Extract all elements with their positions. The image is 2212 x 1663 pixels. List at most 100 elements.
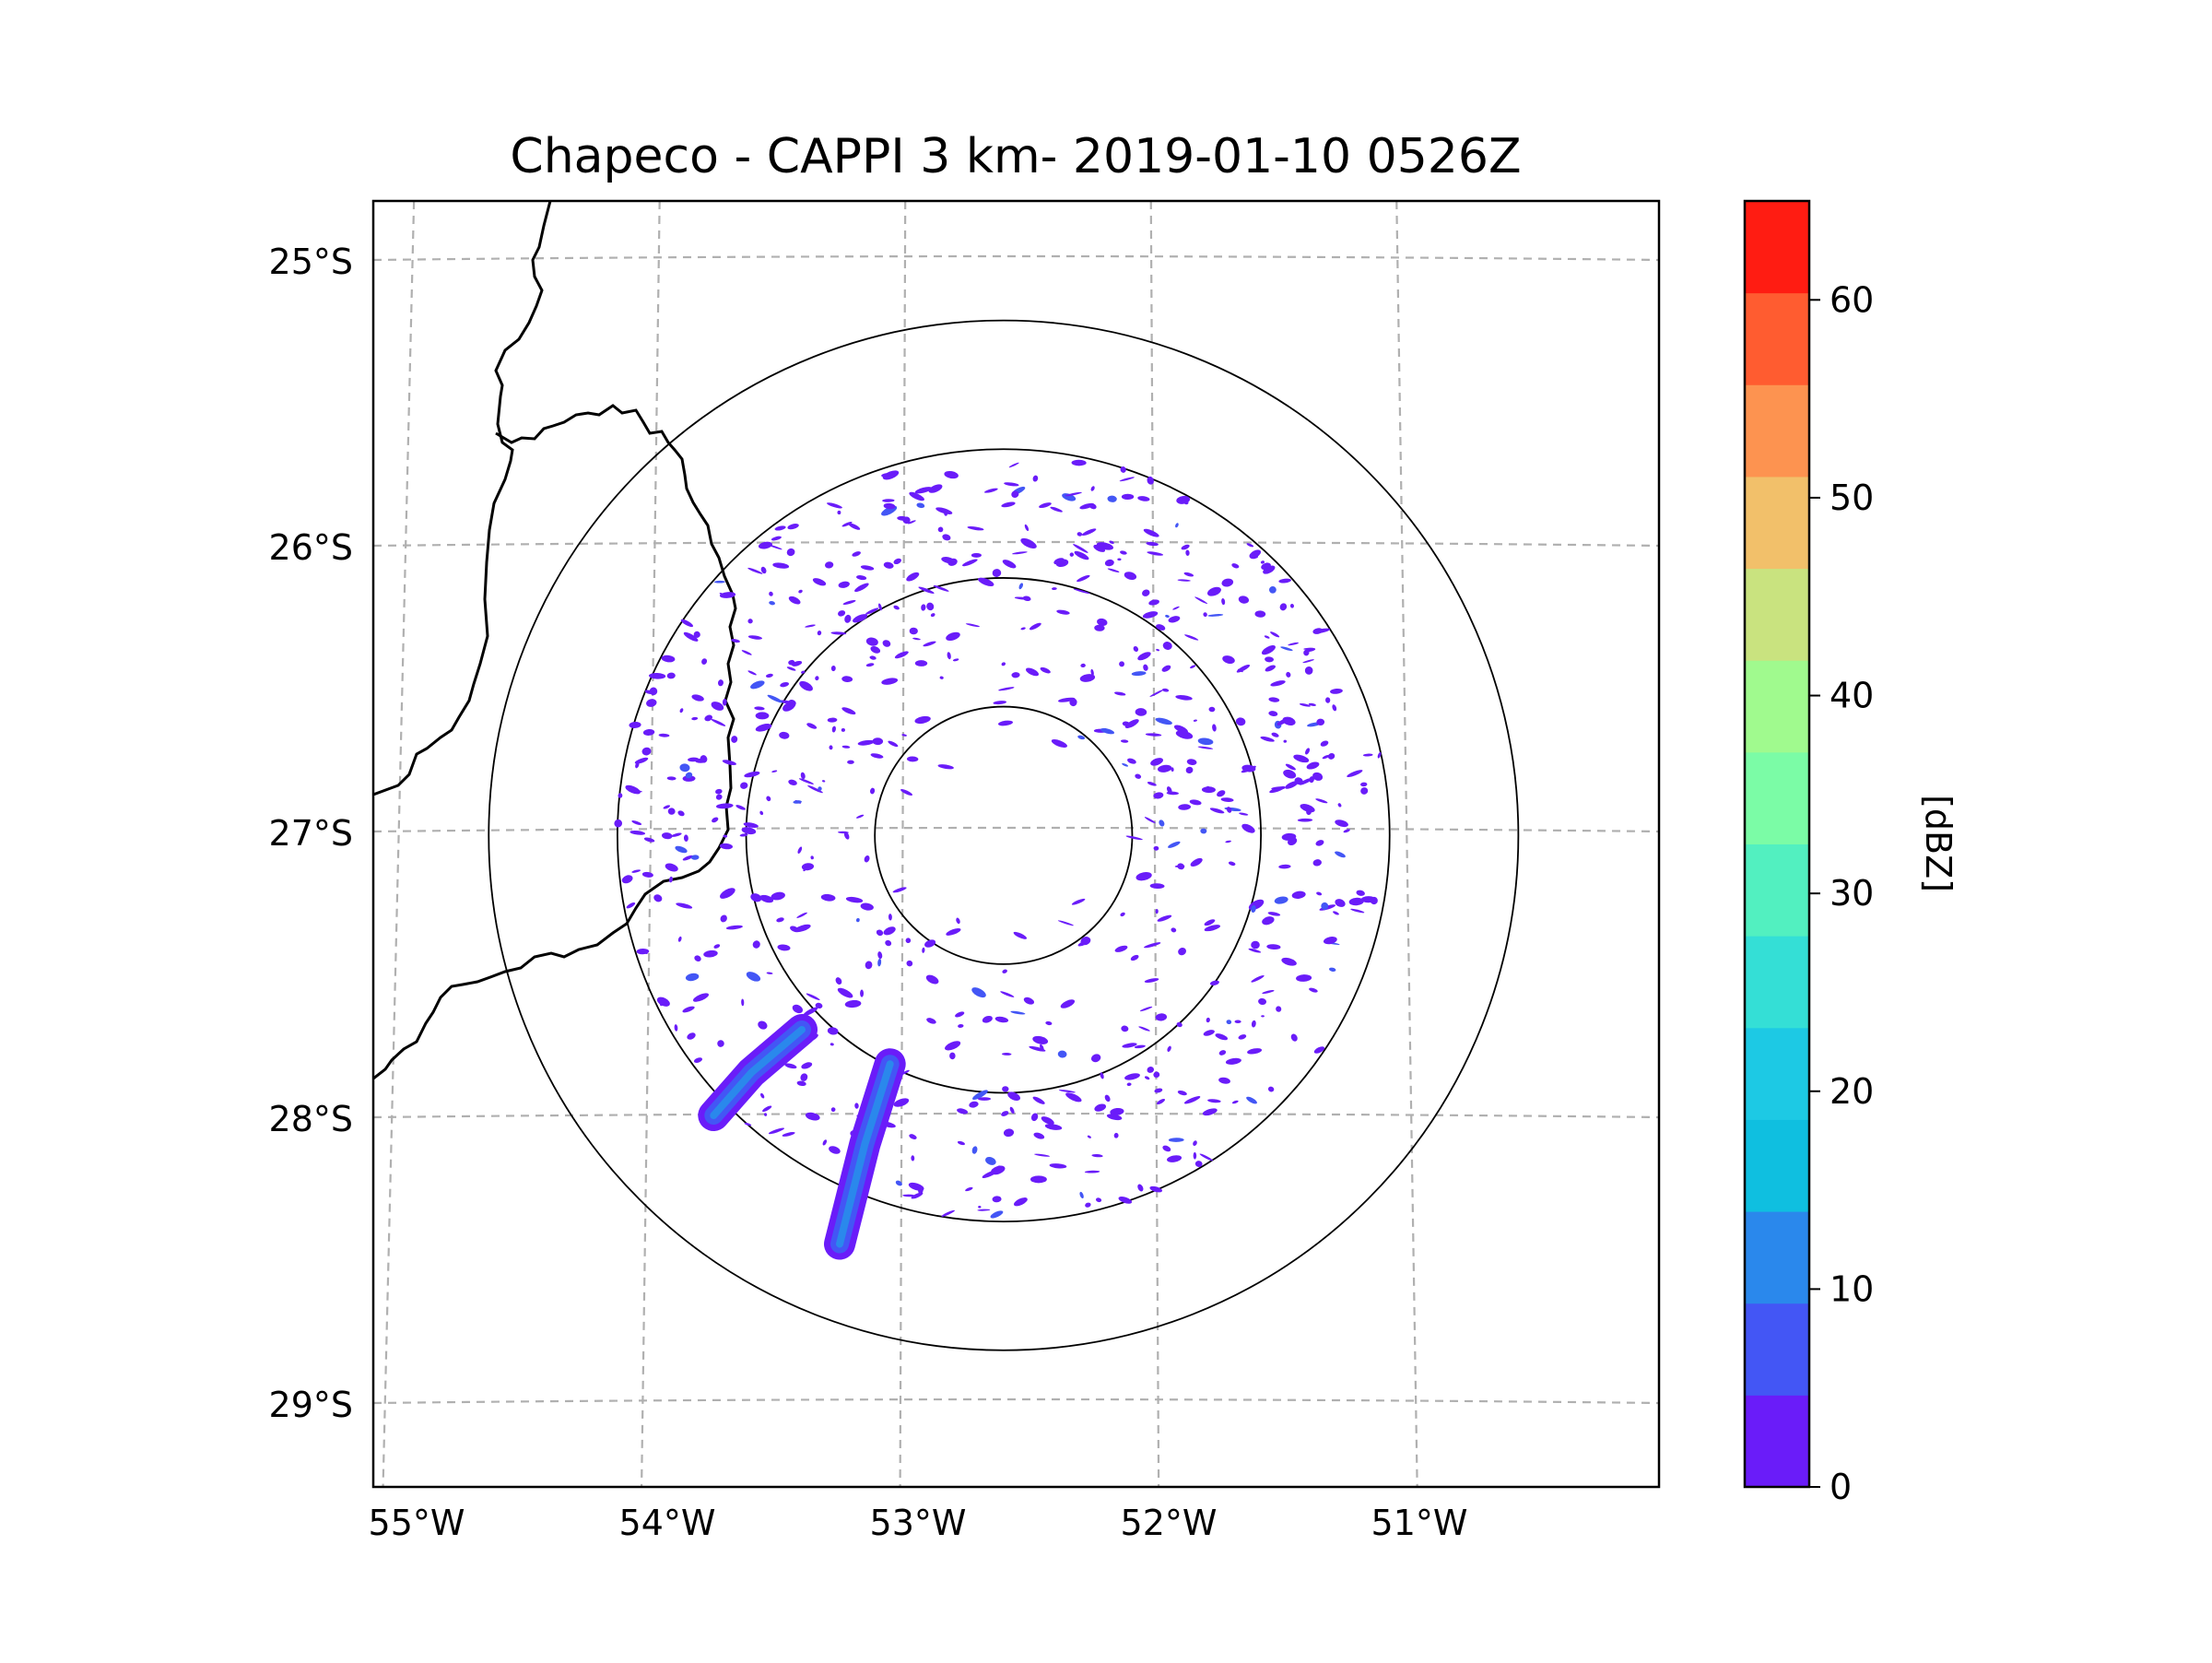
echo-blob <box>865 663 875 667</box>
echo-blob <box>680 619 694 628</box>
lon-gridline <box>899 201 907 1487</box>
echo-blob <box>860 902 874 911</box>
echo-blob <box>1303 649 1310 656</box>
country-border <box>373 201 552 796</box>
echo-blob <box>715 803 734 809</box>
colorbar-tick-label: 0 <box>1830 1467 1852 1507</box>
echo-blob <box>1279 603 1288 611</box>
echo-blob <box>1147 1067 1154 1073</box>
echo-blob <box>1127 758 1136 764</box>
echo-blob <box>837 510 841 515</box>
echo-blob <box>1265 665 1276 672</box>
echo-blob <box>893 605 900 610</box>
echo-blob <box>831 725 836 733</box>
echo-blob <box>945 1041 961 1051</box>
echo-blob <box>1124 572 1137 581</box>
band-west-core <box>710 1026 806 1119</box>
echo-blob <box>1157 764 1172 773</box>
echo-blob <box>771 770 778 773</box>
echo-blob <box>1194 1161 1203 1168</box>
echo-blob <box>939 676 944 679</box>
echo-blob <box>1199 1153 1214 1162</box>
echo-blob <box>725 925 743 930</box>
echo-bands <box>698 1014 906 1260</box>
echo-blob <box>1332 704 1337 712</box>
echo-blob <box>1183 572 1194 577</box>
echo-blob <box>1276 1006 1282 1012</box>
echo-blob <box>1080 663 1086 668</box>
echo-blob <box>1144 942 1161 949</box>
echo-blob <box>1262 916 1275 926</box>
echo-blob <box>668 876 674 883</box>
echo-blob <box>679 763 690 773</box>
colorbar-tick-label: 10 <box>1830 1268 1874 1309</box>
echo-blob <box>1265 656 1275 663</box>
echo-blob <box>661 655 676 663</box>
echo-blob <box>690 855 700 860</box>
echo-blob <box>1239 812 1249 816</box>
echo-blob <box>1026 667 1040 677</box>
echo-blob <box>1135 773 1142 779</box>
echo-blob <box>1197 737 1214 746</box>
echo-blob <box>952 658 959 662</box>
echo-blob <box>642 728 655 736</box>
echo-blob <box>782 1132 795 1137</box>
echo-blob <box>614 819 622 828</box>
echo-blob <box>634 757 649 764</box>
echo-blob <box>1193 1140 1197 1146</box>
lat-gridline <box>373 826 1659 833</box>
echo-blob <box>1185 549 1190 556</box>
echo-blob <box>1304 666 1313 675</box>
echo-blob <box>882 499 895 502</box>
echo-blob <box>1206 1017 1210 1023</box>
echo-blob <box>1182 500 1185 503</box>
echo-blob <box>930 613 935 618</box>
echo-blob <box>740 782 748 789</box>
echo-blob <box>1145 733 1162 737</box>
echo-blob <box>942 534 951 541</box>
state-border <box>373 404 737 1080</box>
echo-blob <box>856 575 867 581</box>
echo-blob <box>1014 1197 1028 1207</box>
echo-blob <box>1162 1145 1171 1152</box>
echo-blob <box>1168 841 1181 848</box>
echo-blob <box>1335 820 1348 828</box>
echo-blob <box>1001 662 1006 666</box>
echo-blob <box>1022 596 1031 602</box>
echo-blob <box>1149 883 1165 890</box>
echo-blob <box>1184 634 1199 641</box>
echo-blob <box>1147 782 1157 786</box>
echo-blob <box>787 700 796 707</box>
echo-blob <box>788 779 797 785</box>
echo-blob <box>722 698 727 706</box>
chart-title: Chapeco - CAPPI 3 km- 2019-01-10 0526Z <box>510 129 1521 184</box>
longitude-labels: 55°W 54°W 53°W 52°W 51°W <box>369 1503 1468 1543</box>
echo-blob <box>1225 840 1231 843</box>
echo-blob <box>682 1006 695 1013</box>
echo-blob <box>926 602 935 611</box>
echo-blob <box>1122 721 1130 726</box>
echo-blob <box>906 572 920 582</box>
echo-blob <box>1306 761 1320 770</box>
echo-blob <box>1360 782 1368 787</box>
echo-blob <box>796 1080 806 1087</box>
echo-blob <box>1248 948 1262 953</box>
echo-blob <box>1226 807 1232 813</box>
echo-blob <box>1153 845 1159 851</box>
colorbar-segment <box>1745 384 1809 478</box>
echo-blob <box>1002 969 1007 973</box>
echo-blob <box>1084 1170 1100 1174</box>
echo-blob <box>626 902 636 909</box>
echo-blob <box>844 999 862 1008</box>
echo-blob <box>1261 645 1276 655</box>
echo-blob <box>1094 624 1105 631</box>
echo-blob <box>1073 544 1088 553</box>
colorbar-tick-label: 50 <box>1830 478 1874 518</box>
colorbar: 0 10 20 30 40 50 60 [dBZ] <box>1743 199 1959 1507</box>
echo-blob <box>1090 668 1094 676</box>
echo-blob <box>1278 864 1291 869</box>
echo-blob <box>947 558 958 566</box>
echo-blob <box>767 694 783 703</box>
echo-blob <box>944 511 947 516</box>
echo-blob <box>1034 1153 1050 1157</box>
